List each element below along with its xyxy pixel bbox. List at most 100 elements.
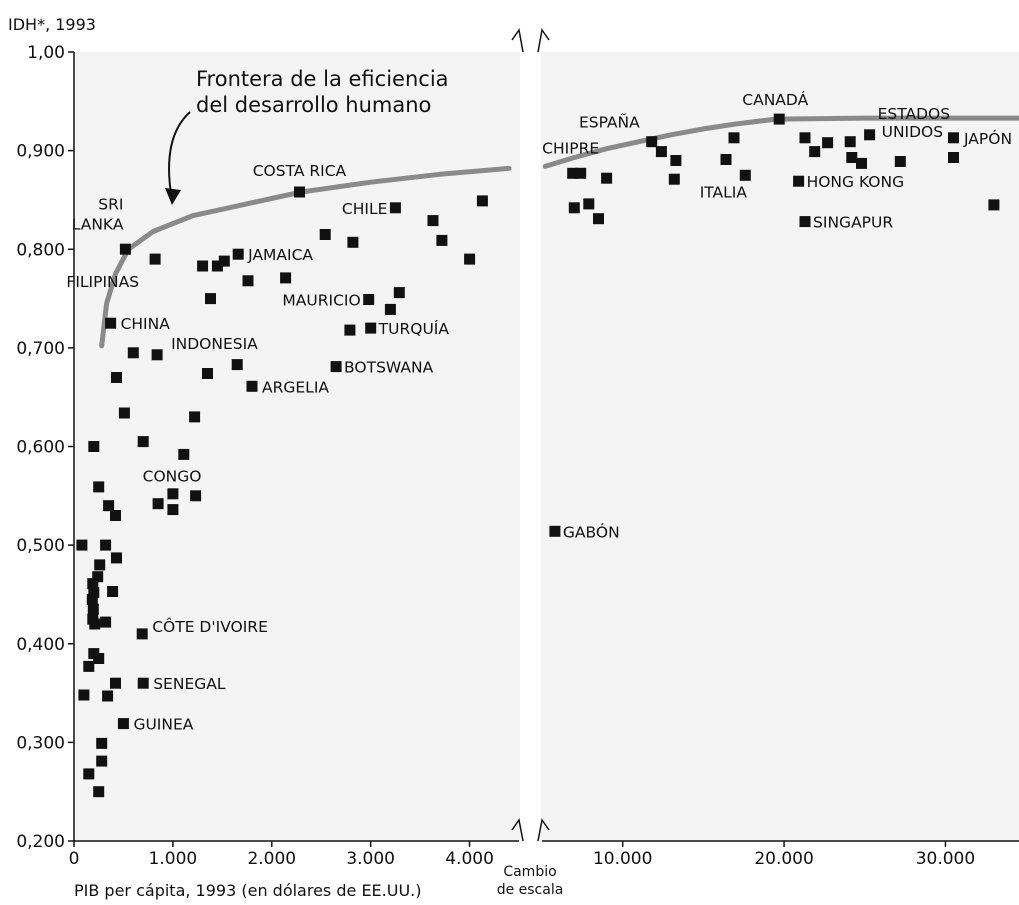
data-point-left: [103, 500, 115, 512]
point-label: SENEGAL: [153, 675, 226, 693]
x-tick-label-right: 20.000: [754, 849, 813, 869]
y-tick-label: 0,900: [16, 142, 65, 162]
break-mark-top-left: [511, 28, 524, 53]
data-point-left: [96, 737, 108, 749]
break-label-line1: Cambio: [503, 864, 556, 880]
break-mark-top-right: [537, 28, 550, 53]
break-label-line2: de escala: [497, 882, 564, 898]
data-point-left: [167, 488, 179, 500]
data-point-left: [280, 272, 292, 284]
data-points: [76, 113, 1000, 798]
data-point-left: [94, 559, 106, 571]
data-point-left: [330, 361, 342, 373]
data-point-right: [773, 113, 785, 125]
frontier-annotation-arrow: [168, 111, 191, 201]
data-point-right: [822, 137, 834, 149]
x-tick-label-left: 2.000: [247, 849, 296, 869]
point-label: HONG KONG: [807, 173, 905, 191]
point-label: MAURICIO: [282, 292, 360, 310]
point-label: GUINEA: [133, 716, 193, 734]
data-point-left: [102, 690, 114, 702]
data-point-left: [202, 368, 213, 379]
data-point-left: [110, 677, 121, 689]
data-point-left: [167, 504, 179, 516]
data-point-right: [793, 175, 805, 187]
data-point-right: [894, 156, 906, 167]
data-point-left: [393, 287, 405, 299]
data-point-left: [384, 303, 396, 315]
point-label: CHIPRE: [542, 139, 599, 157]
data-point-left: [83, 768, 95, 780]
data-point-left: [190, 490, 202, 502]
data-point-left: [344, 324, 356, 336]
y-tick-label: 0,700: [16, 339, 65, 359]
data-point-left: [100, 616, 112, 628]
point-label: ARGELIA: [262, 378, 329, 396]
data-point-right: [846, 152, 858, 163]
point-label: TURQUÍA: [378, 319, 450, 338]
data-point-left: [231, 359, 243, 371]
scale-break: Cambio de escala: [497, 28, 564, 898]
data-point-left: [119, 243, 131, 255]
point-label: ESTADOS: [878, 105, 950, 123]
data-point-left: [137, 436, 149, 448]
data-point-left: [117, 718, 129, 730]
x-tick-label-right: 10.000: [593, 849, 652, 869]
break-mark-bottom-right: [537, 818, 550, 842]
data-point-left: [464, 253, 476, 265]
data-point-left: [319, 229, 331, 240]
plot-area: [74, 52, 1019, 841]
point-label: BOTSWANA: [344, 359, 434, 377]
data-point-left: [88, 441, 100, 452]
data-point-right: [856, 157, 867, 169]
frontier-line-right: [542, 115, 1019, 169]
data-point-left: [92, 571, 104, 583]
point-label: CANADÁ: [742, 90, 808, 109]
data-point-left: [389, 202, 401, 214]
y-tick-label: 0,200: [16, 832, 65, 852]
data-point-left: [88, 587, 100, 598]
point-label: JAMAICA: [247, 246, 313, 264]
data-point-left: [189, 411, 201, 423]
x-tick-label-right: 30.000: [916, 849, 975, 869]
data-point-left: [197, 260, 209, 272]
frontier-title-line2: del desarrollo humano: [196, 93, 431, 117]
data-point-right: [575, 167, 587, 179]
data-point-left: [347, 236, 359, 248]
point-label: CÔTE D'IVOIRE: [152, 617, 268, 636]
y-tick-label: 1,00: [27, 43, 65, 63]
data-point-right: [601, 172, 613, 184]
data-point-right: [583, 198, 595, 210]
data-point-left: [87, 603, 99, 615]
frontier-title-line1: Frontera de la eficiencia: [196, 67, 449, 91]
point-label: CHINA: [121, 315, 171, 333]
data-point-right: [549, 525, 561, 537]
data-point-left: [136, 628, 148, 640]
data-point-left: [242, 275, 254, 287]
data-point-left: [427, 215, 439, 227]
data-point-left: [476, 195, 488, 207]
data-point-right: [568, 202, 580, 214]
data-point-right: [948, 152, 959, 163]
point-label: CHILE: [342, 200, 387, 218]
x-axis: 0 1.000 2.000 3.000 4.000 10.000 20.000 30.000: [69, 840, 1019, 869]
data-point-right: [739, 169, 751, 181]
data-point-left: [232, 248, 244, 260]
data-point-left: [87, 578, 99, 590]
break-mark-bottom-left: [511, 818, 524, 842]
data-point-left: [151, 349, 163, 361]
data-point-left: [89, 618, 101, 630]
data-point-right: [668, 173, 680, 185]
data-point-left: [436, 234, 448, 246]
data-point-left: [127, 347, 139, 359]
data-point-left: [294, 186, 305, 198]
data-point-right: [670, 155, 682, 166]
x-axis-title: PIB per cápita, 1993 (en dólares de EE.U…: [74, 881, 422, 900]
data-point-left: [365, 322, 377, 334]
data-point-left: [76, 539, 88, 551]
data-point-left: [111, 372, 122, 383]
data-point-right: [720, 154, 732, 165]
data-point-right: [948, 132, 959, 144]
